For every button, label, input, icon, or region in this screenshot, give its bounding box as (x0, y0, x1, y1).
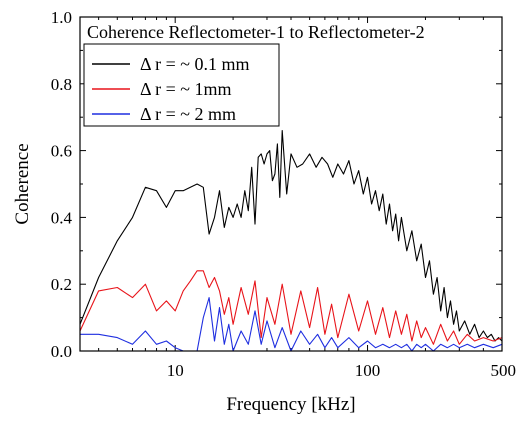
series-line-2 (79, 270, 503, 345)
y-tick-label: 0.2 (51, 275, 72, 294)
x-tick-label: 500 (491, 361, 517, 380)
series-layer (79, 130, 503, 352)
legend-label: Δ r = ~ 2 mm (140, 104, 236, 124)
x-axis-label: Frequency [kHz] (226, 394, 355, 415)
y-tick-label: 0.6 (51, 142, 72, 161)
plot-frame (79, 16, 503, 352)
series-line-1 (79, 130, 503, 342)
y-tick-label: 0.8 (51, 75, 72, 94)
y-tick-label: 0.0 (51, 342, 72, 361)
legend-box (83, 43, 280, 127)
legend-label: Δ r = ~ 0.1 mm (140, 54, 249, 74)
axis-ticks: 0.0 0.2 0.4 0.6 0.8 1.0 10 100 500 (51, 8, 516, 380)
legend-items: Δ r = ~ 0.1 mm Δ r = ~ 1mm Δ r = ~ 2 mm (92, 54, 249, 124)
series-line-3 (80, 297, 503, 352)
y-tick-label: 0.4 (51, 208, 73, 227)
y-tick-label: 1.0 (51, 8, 72, 27)
legend: Δ r = ~ 0.1 mm Δ r = ~ 1mm Δ r = ~ 2 mm (83, 43, 280, 127)
x-tick-label: 10 (167, 361, 184, 380)
chart-title: Coherence Reflectometer-1 to Reflectomet… (87, 22, 425, 42)
y-axis-label: Coherence (12, 143, 33, 224)
x-tick-label: 100 (355, 361, 381, 380)
legend-label: Δ r = ~ 1mm (140, 79, 231, 99)
